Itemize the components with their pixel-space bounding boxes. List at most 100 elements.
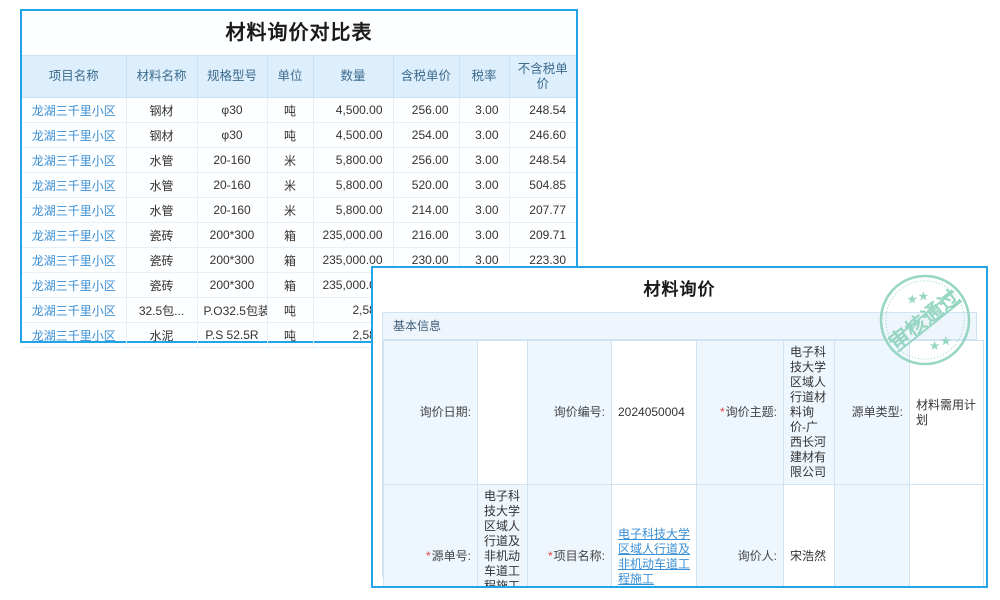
cell-material: 水泥 <box>126 322 198 348</box>
cell-unit: 吨 <box>267 97 314 123</box>
cell-unit: 吨 <box>267 322 314 348</box>
cell-tax-rate: 3.00 <box>459 197 510 223</box>
cell-tax-rate: 3.00 <box>459 222 510 248</box>
cell-tax-rate: 3.00 <box>459 97 510 123</box>
cell-net-price: 246.60 <box>509 122 576 148</box>
cell-spec: φ30 <box>197 122 268 148</box>
inquirer-label: 询价人: <box>696 484 784 586</box>
basic-info-section-label: 基本信息 <box>383 313 976 340</box>
form-empty-cell-2 <box>909 484 984 586</box>
cell-taxed-price: 216.00 <box>393 222 460 248</box>
project-name-value[interactable]: 电子科技大学区域人行道及非机动车道工程施工 <box>611 484 697 586</box>
cell-project[interactable]: 龙湖三千里小区 <box>22 97 127 123</box>
subject-value[interactable]: 电子科技大学区域人行道材料询价-广西长河建材有限公司 <box>783 340 835 485</box>
cell-unit: 箱 <box>267 247 314 273</box>
form-row-1: 询价日期: 询价编号: 2024050004 *询价主题: 电子科技大学区域人行… <box>383 340 984 485</box>
cell-quantity: 4,500.00 <box>313 97 394 123</box>
project-name-label: *项目名称: <box>527 484 612 586</box>
cell-project[interactable]: 龙湖三千里小区 <box>22 197 127 223</box>
cell-unit: 吨 <box>267 297 314 323</box>
cell-project[interactable]: 龙湖三千里小区 <box>22 247 127 273</box>
cell-material: 钢材 <box>126 97 198 123</box>
cell-taxed-price: 214.00 <box>393 197 460 223</box>
cell-quantity: 5,800.00 <box>313 147 394 173</box>
cell-tax-rate: 3.00 <box>459 122 510 148</box>
form-empty-cell-1 <box>834 484 910 586</box>
cell-spec: φ30 <box>197 97 268 123</box>
column-header-tax-rate: 税率 <box>459 55 510 98</box>
column-header-net-price: 不含税单价 <box>509 55 576 98</box>
column-header-project: 项目名称 <box>22 55 127 98</box>
column-header-quantity: 数量 <box>313 55 394 98</box>
cell-material: 瓷砖 <box>126 247 198 273</box>
cell-project[interactable]: 龙湖三千里小区 <box>22 322 127 348</box>
cell-material: 钢材 <box>126 122 198 148</box>
cell-quantity: 235,000.00 <box>313 247 394 273</box>
cell-quantity: 5,800.00 <box>313 172 394 198</box>
cell-spec: 20-160 <box>197 172 268 198</box>
table-row[interactable]: 龙湖三千里小区 瓷砖 200*300 箱 235,000.00 216.00 3.00 209… <box>22 222 576 248</box>
dialog-body: 基本信息 询价日期: 询价编号: 2024050004 *询价主题: 电子科技大… <box>382 312 984 586</box>
cell-material: 水管 <box>126 172 198 198</box>
table-row[interactable]: 龙湖三千里小区 水管 20-160 米 5,800.00 520.00 3.00 504.85 <box>22 172 576 198</box>
cell-unit: 米 <box>267 172 314 198</box>
cell-spec: 20-160 <box>197 197 268 223</box>
table-row[interactable]: 龙湖三千里小区 水管 20-160 米 5,800.00 214.00 3.00 207.77 <box>22 197 576 223</box>
cell-material: 瓷砖 <box>126 222 198 248</box>
form-row-2: *源单号: 电子科技大学区域人行道及非机动车道工程施工合同主要材料 *项目名称:… <box>383 484 984 586</box>
material-inquiry-comparison-panel: 材料询价对比表 项目名称 材料名称 规格型号 单位 数量 含税单价 税率 不含税… <box>20 9 578 348</box>
source-no-value[interactable]: 电子科技大学区域人行道及非机动车道工程施工合同主要材料 <box>477 484 528 586</box>
table-row[interactable]: 龙湖三千里小区 钢材 φ30 吨 4,500.00 254.00 3.00 246.60 <box>22 122 576 148</box>
cell-spec: 200*300 <box>197 272 268 298</box>
table-row[interactable]: 龙湖三千里小区 钢材 φ30 吨 4,500.00 256.00 3.00 248.54 <box>22 97 576 123</box>
comparison-table-title: 材料询价对比表 <box>225 22 373 44</box>
source-type-value[interactable]: 材料需用计划 <box>909 340 984 485</box>
cell-unit: 箱 <box>267 272 314 298</box>
cell-project[interactable]: 龙湖三千里小区 <box>22 272 127 298</box>
cell-unit: 米 <box>267 197 314 223</box>
source-no-label: *源单号: <box>383 484 478 586</box>
cell-net-price: 504.85 <box>509 172 576 198</box>
cell-quantity: 5,800.00 <box>313 197 394 223</box>
cell-project[interactable]: 龙湖三千里小区 <box>22 172 127 198</box>
basic-info-form-table: 询价日期: 询价编号: 2024050004 *询价主题: 电子科技大学区域人行… <box>383 340 984 586</box>
cell-unit: 米 <box>267 147 314 173</box>
column-header-taxed-price: 含税单价 <box>393 55 460 98</box>
comparison-table: 项目名称 材料名称 规格型号 单位 数量 含税单价 税率 不含税单价 龙湖三千里… <box>22 55 576 348</box>
cell-material: 瓷砖 <box>126 272 198 298</box>
required-marker-project-name: * <box>547 549 553 563</box>
cell-project[interactable]: 龙湖三千里小区 <box>22 147 127 173</box>
inquiry-date-label: 询价日期: <box>383 340 478 485</box>
cell-taxed-price: 256.00 <box>393 147 460 173</box>
column-header-unit: 单位 <box>267 55 314 98</box>
cell-net-price: 248.54 <box>509 147 576 173</box>
table-row[interactable]: 龙湖三千里小区 水管 20-160 米 5,800.00 256.00 3.00 248.54 <box>22 147 576 173</box>
cell-quantity: 4,500.00 <box>313 122 394 148</box>
cell-taxed-price: 520.00 <box>393 172 460 198</box>
cell-project[interactable]: 龙湖三千里小区 <box>22 297 127 323</box>
column-header-material: 材料名称 <box>126 55 198 98</box>
project-name-link[interactable]: 电子科技大学区域人行道及非机动车道工程施工 <box>618 526 691 586</box>
cell-taxed-price: 256.00 <box>393 97 460 123</box>
cell-spec: 20-160 <box>197 147 268 173</box>
table-row[interactable]: 龙湖三千里小区 瓷砖 200*300 箱 235,000.00 230.00 3.00 223… <box>22 247 576 273</box>
cell-spec: 200*300 <box>197 222 268 248</box>
cell-net-price: 248.54 <box>509 97 576 123</box>
cell-net-price: 207.77 <box>509 197 576 223</box>
cell-tax-rate: 3.00 <box>459 172 510 198</box>
cell-project[interactable]: 龙湖三千里小区 <box>22 122 127 148</box>
inquiry-date-value[interactable] <box>477 340 528 485</box>
cell-quantity: 235,000.00 <box>313 222 394 248</box>
comparison-table-header-row: 项目名称 材料名称 规格型号 单位 数量 含税单价 税率 不含税单价 <box>22 55 576 98</box>
cell-spec: 200*300 <box>197 247 268 273</box>
cell-taxed-price: 254.00 <box>393 122 460 148</box>
inquiry-no-value[interactable]: 2024050004 <box>611 340 697 485</box>
cell-tax-rate: 3.00 <box>459 147 510 173</box>
inquirer-value[interactable]: 宋浩然 <box>783 484 835 586</box>
source-type-label: 源单类型: <box>834 340 910 485</box>
cell-spec: P.S 52.5R <box>197 322 268 348</box>
cell-project[interactable]: 龙湖三千里小区 <box>22 222 127 248</box>
cell-material: 水管 <box>126 147 198 173</box>
cell-unit: 箱 <box>267 222 314 248</box>
